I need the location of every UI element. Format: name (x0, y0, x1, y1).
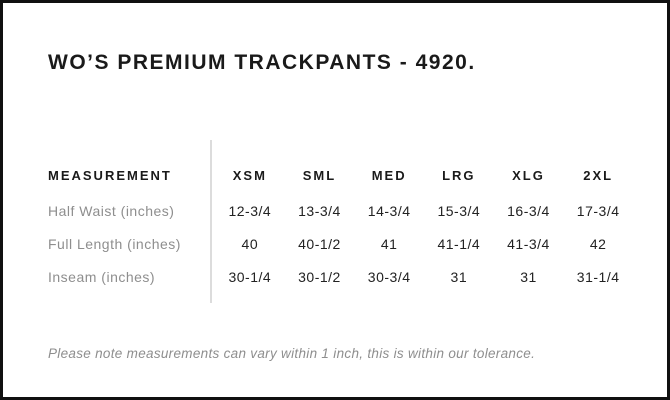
tolerance-note: Please note measurements can vary within… (48, 346, 536, 361)
size-value-cell: 17-3/4 (576, 202, 620, 219)
size-column-header-xsm: XSM (232, 167, 267, 183)
column-divider (210, 140, 212, 303)
size-column-header-lrg: LRG (442, 167, 476, 183)
table-row-half-waist: Half Waist (inches) 12-3/4 13-3/4 14-3/4… (48, 194, 633, 227)
table-row-full-length: Full Length (inches) 40 40-1/2 41 41-1/4… (48, 227, 633, 260)
size-value-cell: 30-1/4 (228, 268, 272, 285)
table-header-row: MEASUREMENT XSM SML MED LRG XLG 2XL (48, 159, 633, 191)
size-value-cell: 31 (520, 268, 537, 285)
row-label: Half Waist (inches) (48, 202, 175, 219)
size-chart-table: MEASUREMENT XSM SML MED LRG XLG 2XL Half… (48, 159, 633, 293)
measurement-column-header: MEASUREMENT (48, 167, 172, 183)
row-label: Full Length (inches) (48, 235, 181, 252)
size-value-cell: 15-3/4 (437, 202, 481, 219)
size-value-cell: 14-3/4 (367, 202, 411, 219)
size-value-cell: 41 (380, 235, 398, 252)
size-column-header-xlg: XLG (512, 167, 545, 183)
size-chart-title: WO’S PREMIUM TRACKPANTS - 4920. (48, 51, 476, 74)
size-column-header-sml: SML (302, 167, 337, 183)
size-column-header-2xl: 2XL (583, 167, 614, 183)
row-label: Inseam (inches) (48, 268, 156, 285)
size-value-cell: 30-3/4 (367, 268, 411, 285)
size-column-header-med: MED (371, 167, 407, 183)
table-row-inseam: Inseam (inches) 30-1/4 30-1/2 30-3/4 31 … (48, 260, 633, 293)
size-value-cell: 13-3/4 (298, 202, 341, 219)
size-value-cell: 40 (241, 235, 259, 252)
size-value-cell: 41-3/4 (507, 235, 550, 252)
size-value-cell: 16-3/4 (507, 202, 550, 219)
size-value-cell: 30-1/2 (298, 268, 341, 285)
size-value-cell: 12-3/4 (228, 202, 272, 219)
size-value-cell: 42 (589, 235, 607, 252)
size-value-cell: 41-1/4 (437, 235, 481, 252)
size-value-cell: 31 (450, 268, 468, 285)
size-value-cell: 31-1/4 (576, 268, 620, 285)
size-value-cell: 40-1/2 (298, 235, 341, 252)
